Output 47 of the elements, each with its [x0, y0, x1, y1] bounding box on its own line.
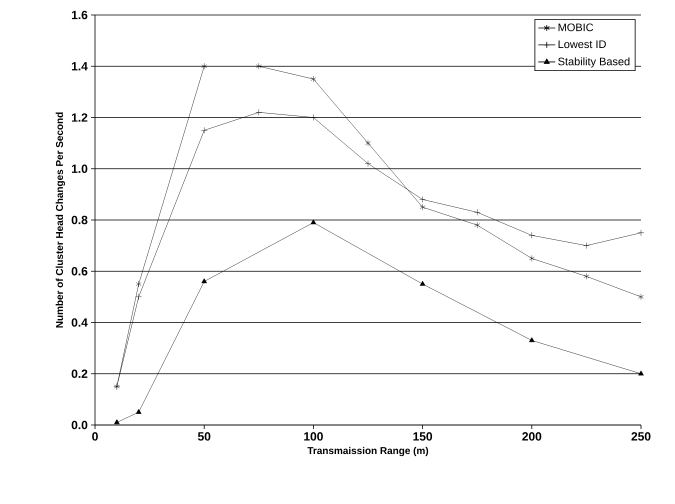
point — [528, 232, 536, 239]
y-tick-label: 0.8 — [72, 216, 88, 224]
point — [136, 280, 142, 288]
point — [584, 273, 590, 280]
point — [365, 140, 371, 146]
point — [638, 294, 644, 300]
x-tick-label: 250 — [631, 432, 650, 441]
x-tick-label: 50 — [198, 432, 210, 441]
x-tick-label: 200 — [522, 432, 542, 441]
y-tick-label: 1.0 — [72, 164, 88, 173]
x-tick-label: 0 — [92, 432, 98, 441]
y-tick-label: 0.0 — [72, 420, 88, 430]
x-tick-label: 100 — [304, 432, 323, 441]
y-tick-label: 1.6 — [72, 10, 88, 20]
point — [529, 255, 535, 262]
point — [529, 337, 535, 342]
point — [256, 63, 262, 70]
y-tick-label: 0.4 — [72, 318, 88, 327]
point — [638, 370, 644, 376]
y-tick-label: 1.2 — [72, 113, 88, 122]
point — [135, 294, 142, 300]
point — [201, 127, 208, 134]
x-axis-title: Transmaission Range (m) — [307, 446, 428, 456]
y-tick-label: 0.2 — [72, 370, 88, 378]
y-axis-title: Number of Cluster Head Changes Per Second — [56, 112, 66, 328]
point — [136, 408, 142, 414]
point — [310, 76, 316, 82]
point — [583, 242, 590, 249]
y-tick-label: 0.6 — [72, 267, 88, 276]
point — [114, 419, 120, 424]
point — [201, 63, 208, 70]
point — [310, 219, 316, 224]
point — [310, 114, 317, 121]
point — [474, 222, 480, 228]
point — [256, 109, 262, 116]
y-tick-label: 1.4 — [72, 62, 88, 70]
point — [364, 160, 372, 167]
legend-label: Lowest ID — [558, 40, 606, 48]
point — [419, 196, 426, 203]
point — [201, 278, 208, 284]
legend-label: MOBIC — [558, 23, 594, 32]
x-tick-label: 150 — [413, 432, 432, 441]
point — [420, 204, 426, 210]
point — [420, 280, 426, 286]
point — [638, 230, 644, 236]
legend-label: Stability Based — [558, 57, 630, 68]
point — [474, 209, 480, 216]
